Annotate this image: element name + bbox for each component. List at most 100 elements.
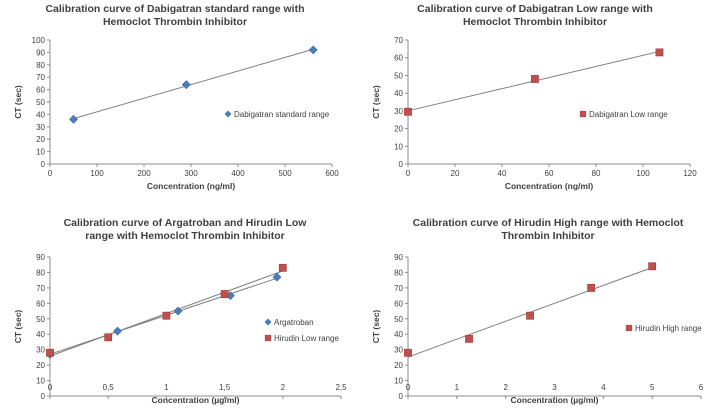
chart-1-y-axis-title: CT (sec): [13, 85, 23, 119]
chart-3-x-tick-label: 1,5: [219, 383, 231, 392]
chart-3-x-tick-label: 0: [48, 383, 53, 392]
chart-3: Calibration curve of Argatroban and Hiru…: [13, 217, 347, 405]
chart-3-y-tick-label: 50: [36, 315, 45, 324]
chart-4-x-tick-label: 1: [455, 383, 460, 392]
chart-4-series-1-point-1: [404, 348, 412, 357]
chart-4-y-tick-label: 70: [394, 284, 403, 293]
chart-4-series-1-point-3: [526, 311, 534, 320]
chart-2-y-tick-label: 60: [394, 54, 403, 63]
chart-2-x-tick-label: 20: [451, 169, 460, 178]
chart-4-x-tick-label: 0: [406, 383, 411, 392]
chart-1-series-1-point-3: [308, 45, 318, 55]
chart-1-x-tick-label: 100: [90, 169, 104, 178]
chart-1-title-line-1: Calibration curve of Dabigatran standard…: [45, 3, 304, 15]
chart-4-series-1-point-4: [587, 283, 596, 292]
chart-2-legend-marker-1: [579, 110, 587, 118]
chart-4-series-1-point-5: [648, 262, 657, 271]
chart-1-y-tick-label: 60: [36, 86, 45, 95]
chart-2-x-axis-title: Concentration (ng/ml): [505, 181, 593, 191]
chart-2: Calibration curve of Dabigatran Low rang…: [371, 3, 697, 191]
chart-2-title-line-1: Calibration curve of Dabigatran Low rang…: [417, 3, 653, 15]
chart-4-series-1-point-2: [465, 334, 473, 343]
chart-3-legend-marker-1: [264, 318, 272, 326]
chart-3-series-2-point-2: [104, 333, 113, 342]
chart-4-legend-marker-1: [625, 324, 633, 332]
chart-1-x-tick-label: 0: [48, 169, 53, 178]
chart-1-y-tick-label: 70: [36, 73, 45, 82]
chart-3-y-tick-label: 10: [36, 377, 45, 386]
chart-4-y-tick-label: 30: [394, 346, 403, 355]
chart-1-x-tick-label: 400: [231, 169, 245, 178]
chart-3-title-line-2: range with Hemoclot Thrombin Inhibitor: [85, 230, 285, 242]
chart-1-x-tick-label: 200: [137, 169, 151, 178]
chart-4-x-axis-title: Concentration (µg/ml): [510, 395, 598, 405]
chart-3-legend-entry-1: Argatroban: [274, 318, 314, 327]
chart-2-y-axis-title: CT (sec): [371, 85, 381, 119]
chart-2-x-tick-label: 60: [545, 169, 554, 178]
chart-1-legend-entry-1: Dabigatran standard range: [234, 110, 330, 119]
chart-1-x-tick-label: 500: [278, 169, 292, 178]
chart-1-y-tick-label: 90: [36, 48, 45, 57]
chart-4-y-tick-label: 40: [394, 330, 403, 339]
chart-4-title-line-1: Calibration curve of Hirudin High range …: [413, 217, 684, 229]
chart-1-x-axis-title: Concentration (ng/ml): [147, 181, 235, 191]
chart-3-y-tick-label: 80: [36, 268, 45, 277]
chart-2-x-tick-label: 40: [498, 169, 507, 178]
chart-3-legend-marker-2: [264, 334, 272, 342]
chart-2-x-tick-label: 80: [592, 169, 601, 178]
chart-2-y-tick-label: 20: [394, 125, 403, 134]
chart-2-series-1-point-1: [404, 107, 412, 116]
chart-4-y-axis-title: CT (sec): [371, 310, 381, 344]
chart-3-y-tick-label: 20: [36, 361, 45, 370]
chart-3-x-tick-label: 1: [164, 383, 169, 392]
chart-2-x-tick-label: 0: [406, 169, 411, 178]
chart-1: Calibration curve of Dabigatran standard…: [13, 3, 339, 191]
chart-1-x-tick-label: 600: [325, 169, 339, 178]
chart-4: Calibration curve of Hirudin High range …: [371, 217, 704, 405]
chart-1-y-tick-label: 10: [36, 148, 45, 157]
chart-2-y-tick-label: 40: [394, 89, 403, 98]
chart-3-series-2-point-4: [220, 290, 229, 298]
chart-4-x-tick-label: 3: [552, 383, 557, 392]
chart-1-y-tick-label: 0: [41, 160, 46, 169]
chart-3-y-tick-label: 0: [41, 392, 46, 401]
chart-3-x-axis-title: Concentration (µg/ml): [151, 395, 239, 405]
chart-3-y-tick-label: 60: [36, 299, 45, 308]
chart-2-y-tick-label: 0: [399, 160, 404, 169]
chart-1-y-tick-label: 20: [36, 135, 45, 144]
chart-4-y-tick-label: 80: [394, 268, 403, 277]
chart-2-y-tick-label: 70: [394, 36, 403, 45]
chart-4-x-tick-label: 2: [503, 383, 508, 392]
chart-2-y-tick-label: 50: [394, 71, 403, 80]
chart-1-x-tick-label: 300: [184, 169, 198, 178]
chart-4-y-tick-label: 50: [394, 315, 403, 324]
chart-3-y-tick-label: 30: [36, 346, 45, 355]
chart-4-x-tick-label: 6: [699, 383, 704, 392]
chart-3-series-1-point-3: [173, 306, 183, 316]
chart-1-y-tick-label: 80: [36, 61, 45, 70]
chart-1-legend-marker-1: [224, 110, 232, 118]
chart-3-y-tick-label: 90: [36, 253, 45, 262]
chart-4-y-tick-label: 90: [394, 253, 403, 262]
chart-4-y-tick-label: 20: [394, 361, 403, 370]
chart-3-series-1-point-5: [272, 272, 282, 282]
chart-4-x-tick-label: 5: [650, 383, 655, 392]
chart-3-x-tick-label: 2: [281, 383, 286, 392]
chart-2-y-tick-label: 10: [394, 142, 403, 151]
chart-3-series-2-point-5: [278, 263, 287, 272]
chart-1-y-tick-label: 100: [32, 36, 46, 45]
chart-1-series-1-trendline: [73, 48, 314, 120]
chart-1-series-1-point-1: [69, 114, 78, 124]
chart-3-y-axis-title: CT (sec): [13, 310, 23, 344]
chart-4-y-tick-label: 60: [394, 299, 403, 308]
chart-2-series-1-point-2: [530, 75, 539, 83]
chart-1-series-1-point-2: [181, 80, 191, 90]
chart-4-y-tick-label: 10: [394, 377, 403, 386]
chart-1-title-line-2: Hemoclot Thrombin Inhibitor: [103, 16, 247, 28]
chart-3-x-tick-label: 2,5: [335, 383, 347, 392]
chart-2-x-tick-label: 120: [683, 169, 697, 178]
chart-3-title-line-1: Calibration curve of Argatroban and Hiru…: [64, 217, 308, 229]
chart-4-title-line-2: Thrombin Inhibitor: [501, 230, 594, 242]
chart-4-y-tick-label: 0: [399, 392, 404, 401]
chart-2-title-line-2: Hemoclot Thrombin Inhibitor: [463, 16, 607, 28]
